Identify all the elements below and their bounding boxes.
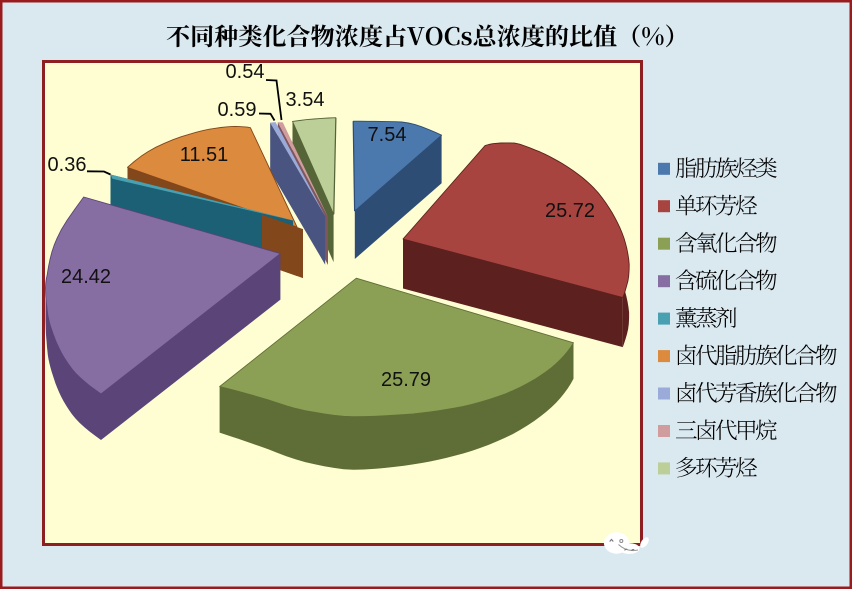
svg-text:25.79: 25.79 [381,369,431,391]
svg-text:0.36: 0.36 [48,154,87,176]
svg-text:0.59: 0.59 [218,99,257,121]
svg-text:24.42: 24.42 [61,266,111,288]
svg-text:0.54: 0.54 [226,61,265,83]
svg-text:3.54: 3.54 [286,89,325,111]
svg-text:7.54: 7.54 [368,124,407,146]
svg-text:11.51: 11.51 [180,144,229,166]
svg-text:25.72: 25.72 [545,200,595,222]
